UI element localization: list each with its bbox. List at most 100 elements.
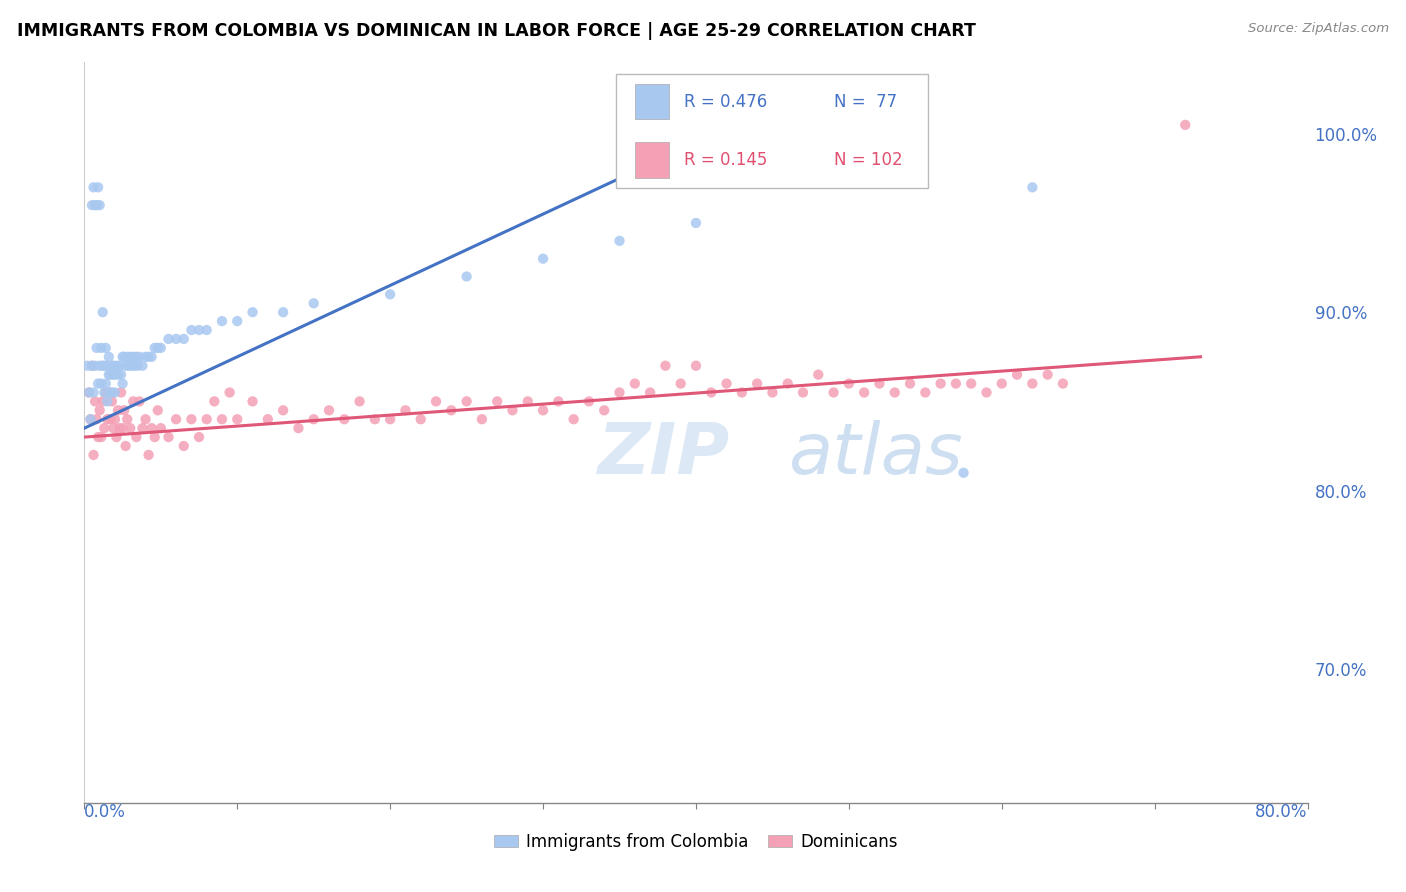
FancyBboxPatch shape — [636, 143, 669, 178]
Point — [287, 421, 309, 435]
FancyBboxPatch shape — [636, 84, 669, 120]
Point — [226, 314, 249, 328]
Point — [112, 403, 135, 417]
Point — [103, 359, 125, 373]
Point — [104, 368, 127, 382]
Point — [104, 412, 127, 426]
Point — [516, 394, 538, 409]
Point — [364, 412, 387, 426]
FancyBboxPatch shape — [616, 73, 928, 188]
Point — [531, 403, 554, 417]
Point — [125, 430, 148, 444]
Point — [669, 376, 692, 391]
Point — [86, 198, 108, 212]
Point — [101, 359, 124, 373]
Point — [685, 216, 707, 230]
Point — [77, 385, 100, 400]
Point — [700, 385, 723, 400]
Point — [1021, 180, 1043, 194]
Point — [898, 376, 921, 391]
Point — [776, 376, 799, 391]
Point — [107, 403, 129, 417]
Point — [89, 359, 111, 373]
Point — [118, 359, 141, 373]
Point — [456, 394, 478, 409]
Point — [84, 198, 107, 212]
Point — [131, 359, 153, 373]
Point — [96, 412, 118, 426]
Point — [111, 421, 134, 435]
Point — [792, 385, 814, 400]
Point — [531, 252, 554, 266]
Point — [143, 341, 166, 355]
Point — [195, 323, 218, 337]
Point — [94, 341, 117, 355]
Point — [80, 198, 103, 212]
Point — [98, 368, 121, 382]
Point — [609, 234, 631, 248]
Point — [1005, 368, 1028, 382]
Point — [409, 412, 432, 426]
Point — [271, 305, 294, 319]
Point — [135, 350, 157, 364]
Point — [98, 412, 121, 426]
Point — [578, 394, 600, 409]
Point — [104, 385, 127, 400]
Point — [83, 385, 105, 400]
Point — [180, 323, 202, 337]
Point — [188, 430, 211, 444]
Point — [93, 385, 115, 400]
Point — [380, 412, 402, 426]
Point — [120, 421, 142, 435]
Point — [146, 403, 169, 417]
Point — [108, 359, 131, 373]
Point — [165, 412, 187, 426]
Point — [1174, 118, 1197, 132]
Point — [101, 385, 124, 400]
Point — [440, 403, 463, 417]
Point — [609, 385, 631, 400]
Point — [110, 385, 132, 400]
Point — [127, 359, 149, 373]
Point — [131, 421, 153, 435]
Point — [120, 350, 142, 364]
Point — [105, 359, 128, 373]
Legend: Immigrants from Colombia, Dominicans: Immigrants from Colombia, Dominicans — [488, 826, 904, 857]
Point — [121, 359, 143, 373]
Point — [83, 180, 105, 194]
Point — [853, 385, 876, 400]
Point — [425, 394, 447, 409]
Point — [103, 368, 125, 382]
Point — [87, 376, 110, 391]
Point — [115, 350, 138, 364]
Point — [111, 350, 134, 364]
Point — [141, 421, 163, 435]
Point — [502, 403, 524, 417]
Point — [80, 359, 103, 373]
Point — [79, 412, 101, 426]
Point — [84, 394, 107, 409]
Point — [165, 332, 187, 346]
Text: R = 0.476: R = 0.476 — [683, 93, 768, 111]
Point — [914, 385, 936, 400]
Point — [97, 368, 120, 382]
Point — [101, 394, 124, 409]
Point — [952, 466, 974, 480]
Point — [271, 403, 294, 417]
Point — [173, 332, 195, 346]
Point — [87, 430, 110, 444]
Point — [188, 323, 211, 337]
Point — [138, 448, 160, 462]
Text: N =  77: N = 77 — [834, 93, 897, 111]
Point — [716, 376, 738, 391]
Point — [105, 430, 128, 444]
Point — [122, 394, 145, 409]
Point — [124, 359, 146, 373]
Point — [90, 341, 112, 355]
Point — [107, 368, 129, 382]
Point — [86, 341, 108, 355]
Point — [242, 305, 264, 319]
Point — [115, 412, 138, 426]
Point — [91, 305, 114, 319]
Text: Source: ZipAtlas.com: Source: ZipAtlas.com — [1249, 22, 1389, 36]
